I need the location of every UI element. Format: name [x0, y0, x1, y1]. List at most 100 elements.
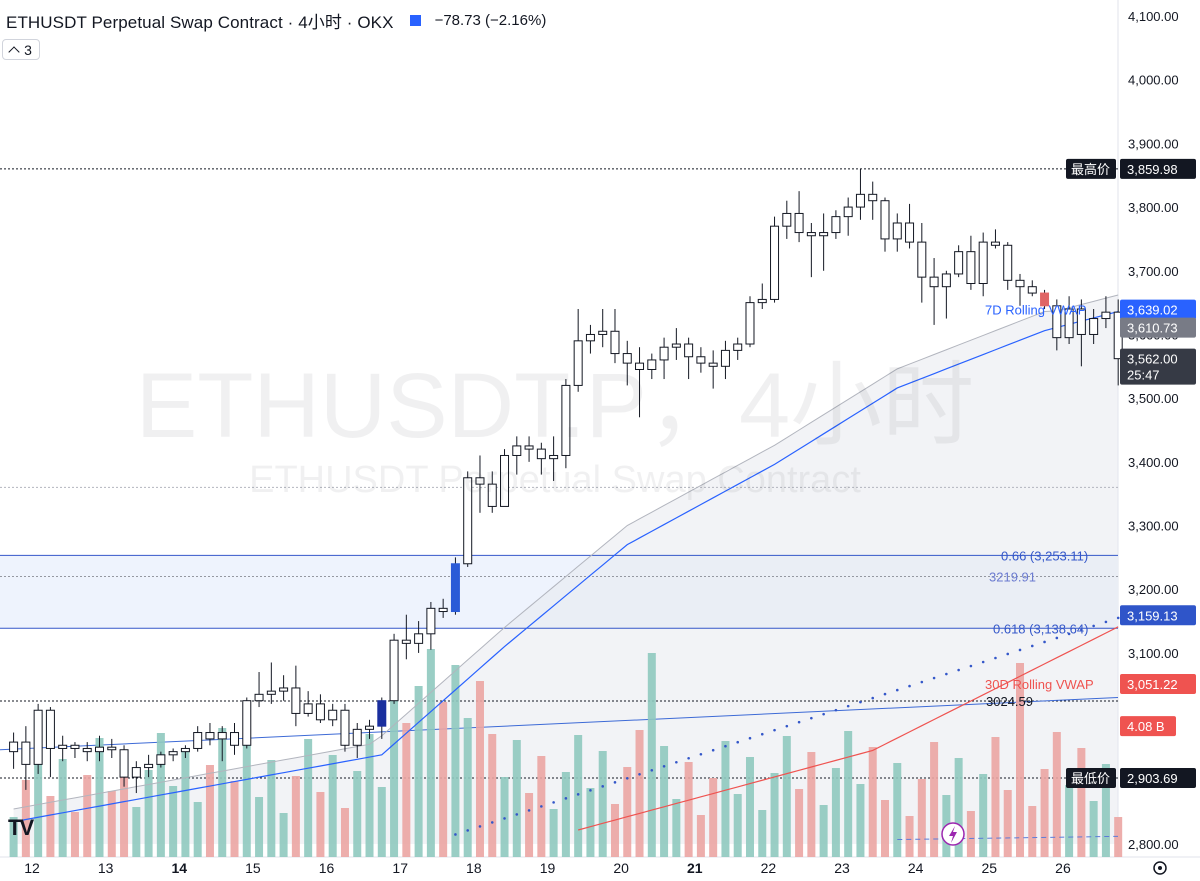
flag-icon[interactable] — [409, 14, 421, 26]
candle[interactable] — [1064, 308, 1074, 339]
candle[interactable] — [757, 298, 767, 304]
candle[interactable] — [119, 749, 129, 778]
candle[interactable] — [819, 232, 829, 237]
fib-label-066[interactable]: 0.66 (3,253.11) — [1001, 548, 1088, 563]
candle[interactable] — [1027, 286, 1037, 294]
settings-gear-icon[interactable] — [1153, 861, 1167, 875]
candle[interactable] — [917, 241, 927, 278]
candle[interactable] — [254, 693, 264, 702]
candle[interactable] — [880, 200, 890, 240]
candle[interactable] — [377, 700, 387, 727]
candle[interactable] — [696, 356, 706, 364]
candle[interactable] — [990, 241, 1000, 246]
candle[interactable] — [315, 703, 325, 721]
candle[interactable] — [892, 222, 902, 240]
candle[interactable] — [954, 251, 964, 275]
candle[interactable] — [9, 741, 19, 753]
candle[interactable] — [806, 232, 816, 237]
candle[interactable] — [242, 700, 252, 746]
candle[interactable] — [684, 343, 694, 358]
tradingview-logo-icon[interactable]: TV — [8, 815, 34, 840]
candle[interactable] — [450, 563, 460, 613]
candle[interactable] — [536, 448, 546, 460]
candle[interactable] — [733, 343, 743, 351]
symbol-title[interactable]: ETHUSDT Perpetual Swap Contract · 4小时 · … — [6, 12, 394, 32]
candle[interactable] — [745, 302, 755, 345]
candle[interactable] — [389, 639, 399, 702]
candle[interactable] — [82, 747, 92, 753]
candle[interactable] — [1076, 308, 1086, 335]
candle[interactable] — [193, 732, 203, 749]
candle[interactable] — [205, 732, 215, 740]
vwap-30d-label[interactable]: 30D Rolling VWAP — [985, 677, 1094, 692]
candle[interactable] — [180, 747, 190, 753]
candle[interactable] — [144, 763, 154, 769]
candle[interactable] — [21, 741, 31, 765]
candle[interactable] — [647, 359, 657, 370]
indicators-toggle-button[interactable]: 3 — [2, 39, 40, 60]
vwap-30d-line[interactable] — [578, 626, 1119, 831]
candle[interactable] — [1003, 244, 1013, 281]
candle[interactable] — [720, 349, 730, 367]
candle[interactable] — [659, 346, 669, 361]
candle[interactable] — [549, 454, 559, 460]
candle[interactable] — [365, 725, 375, 730]
candle[interactable] — [487, 483, 497, 507]
candle[interactable] — [340, 709, 350, 746]
candle[interactable] — [671, 343, 681, 348]
candle[interactable] — [352, 728, 362, 746]
candle[interactable] — [512, 445, 522, 456]
candle[interactable] — [463, 477, 473, 565]
candle[interactable] — [831, 216, 841, 234]
candle[interactable] — [966, 251, 976, 285]
candle[interactable] — [524, 445, 534, 450]
candle[interactable] — [561, 384, 571, 456]
candle[interactable] — [573, 340, 583, 386]
trend-line[interactable] — [0, 697, 1119, 751]
candle[interactable] — [868, 193, 878, 202]
candle[interactable] — [168, 751, 178, 756]
candle[interactable] — [95, 746, 105, 753]
candle[interactable] — [414, 633, 424, 644]
candle[interactable] — [107, 746, 117, 751]
candle[interactable] — [770, 225, 780, 300]
candle[interactable] — [978, 241, 988, 285]
candle[interactable] — [708, 362, 718, 367]
candle[interactable] — [58, 744, 68, 749]
candle[interactable] — [156, 754, 166, 765]
candle[interactable] — [929, 276, 939, 288]
candle[interactable] — [1040, 292, 1050, 307]
candle[interactable] — [1015, 279, 1025, 288]
candle[interactable] — [401, 639, 411, 644]
candle[interactable] — [291, 687, 301, 714]
candle[interactable] — [131, 767, 141, 778]
candle[interactable] — [622, 353, 632, 364]
fib-label-0618[interactable]: 0.618 (3,138.64) — [993, 621, 1088, 636]
candle[interactable] — [438, 607, 448, 613]
candle[interactable] — [855, 193, 865, 208]
vwap-7d-label[interactable]: 7D Rolling VWAP — [985, 303, 1086, 318]
candle[interactable] — [598, 330, 608, 335]
candle[interactable] — [843, 206, 853, 218]
candle[interactable] — [303, 703, 313, 714]
candle[interactable] — [70, 744, 80, 749]
candle[interactable] — [1089, 318, 1099, 335]
candle[interactable] — [279, 687, 289, 692]
candle[interactable] — [328, 709, 338, 721]
candle[interactable] — [1101, 311, 1111, 320]
candle[interactable] — [941, 273, 951, 288]
candle[interactable] — [610, 330, 620, 355]
candle[interactable] — [230, 732, 240, 746]
candle[interactable] — [475, 477, 485, 485]
candle[interactable] — [426, 607, 436, 635]
candle[interactable] — [1052, 305, 1062, 339]
candle[interactable] — [905, 222, 915, 243]
candle[interactable] — [266, 690, 276, 695]
candle[interactable] — [45, 709, 55, 749]
candle[interactable] — [33, 709, 43, 765]
candle[interactable] — [500, 454, 510, 507]
candle[interactable] — [585, 333, 595, 342]
candle[interactable] — [782, 212, 792, 227]
vwap-7d-line[interactable] — [13, 310, 1119, 823]
